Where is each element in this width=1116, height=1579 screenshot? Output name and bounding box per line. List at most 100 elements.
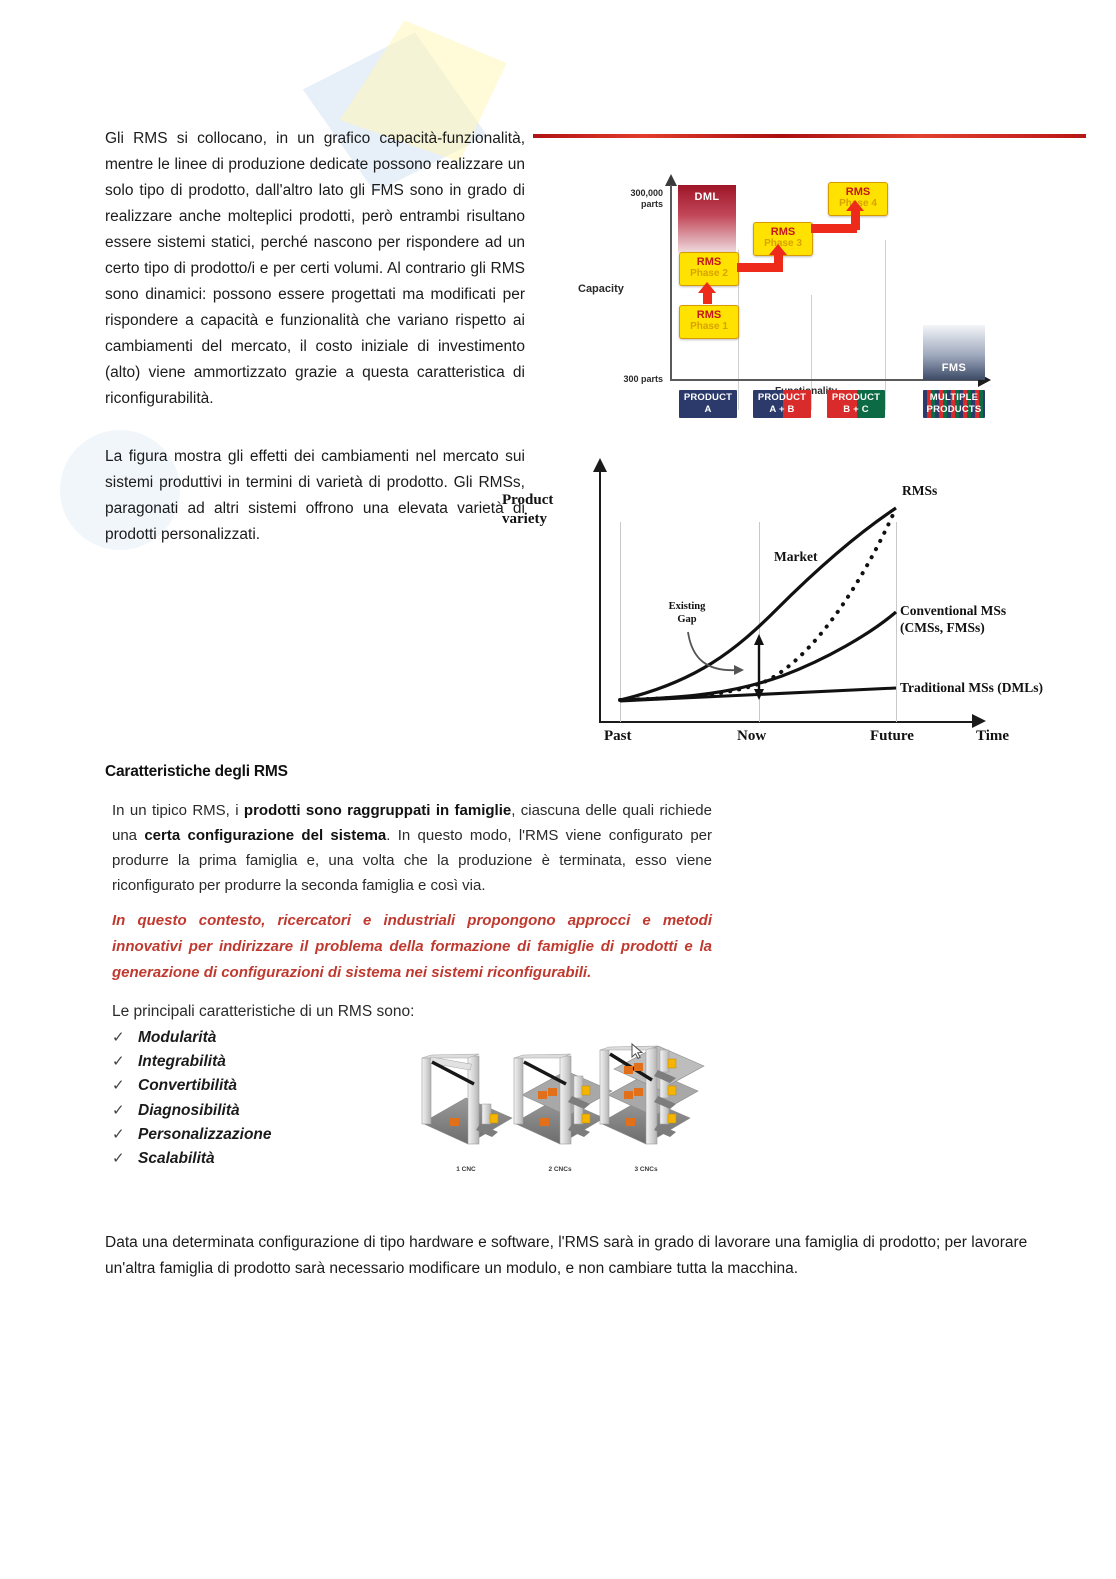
f2-label-rmss: RMSs — [902, 483, 938, 498]
f2-xtick-now: Now — [737, 728, 767, 744]
f2-xtick-past: Past — [604, 728, 632, 744]
f2-label-gap: Gap — [677, 614, 697, 625]
illustration-scalable-cnc: 1 CNC 2 CNCs — [404, 1034, 714, 1204]
check-icon: ✓ — [112, 1029, 125, 1046]
f2-x-axis — [599, 721, 974, 723]
figure-top-rule — [533, 134, 1086, 138]
section-heading-caratteristiche: Caratteristiche degli RMS — [105, 763, 288, 780]
y-tick-top-line2: parts — [640, 199, 663, 209]
grid-line-2 — [811, 295, 812, 410]
body-text-1: In un tipico RMS, i — [112, 802, 244, 819]
f2-x-axis-arrow — [972, 714, 986, 728]
f2-label-conventional-line2: (CMSs, FMSs) — [900, 620, 985, 635]
y-axis — [670, 185, 672, 380]
product-band-a-line1: PRODUCT — [683, 392, 733, 403]
cnc-unit-1 — [421, 1053, 513, 1145]
arrow-phase2-to-3-head — [769, 244, 787, 255]
feature-item-personalizzazione: ✓ Personalizzazione — [112, 1123, 272, 1147]
grid-line-3 — [885, 240, 886, 410]
f2-label-market: Market — [774, 549, 818, 564]
f2-gap-leader — [687, 631, 739, 672]
f2-vline-now — [759, 522, 760, 722]
body-text-2: , ciascuna delle quali richiede una — [112, 802, 712, 844]
mouse-pointer-icon — [631, 1042, 644, 1060]
block-dml-label: DML — [694, 191, 720, 203]
body-bold-2: certa configurazione del sistema — [144, 827, 387, 844]
y-tick-bottom: 300 parts — [623, 374, 663, 384]
check-icon: ✓ — [112, 1053, 125, 1071]
f2-y-axis-title-line1: Product — [502, 492, 554, 508]
check-icon: ✓ — [112, 1150, 125, 1168]
feature-label: Scalabilità — [138, 1150, 215, 1168]
x-axis — [670, 379, 980, 381]
features-list: ✓ Modularità ✓ Integrabilità ✓ Convertib… — [112, 1026, 272, 1171]
f2-y-axis — [599, 470, 601, 722]
f2-gap-leader-head — [734, 665, 744, 675]
product-band-bc-line2: B + C — [843, 404, 869, 415]
f2-label-conventional-line1: Conventional MSs — [900, 603, 1007, 618]
rms-phase-4-title: RMS — [845, 186, 871, 198]
block-dml: DML — [678, 185, 736, 253]
y-tick-top-line1: 300,000 — [630, 188, 663, 198]
product-band-multiple: MULTIPLE PRODUCTS — [923, 390, 985, 418]
cnc-caption-3: 3 CNCs — [634, 1166, 658, 1173]
arrow-phase2-to-3-riser — [774, 254, 783, 268]
block-fms: FMS — [923, 325, 985, 380]
product-band-bc: PRODUCT B + C — [827, 390, 885, 418]
check-icon: ✓ — [112, 1101, 125, 1119]
block-fms-label: FMS — [941, 362, 967, 374]
feature-item-scalabilita: ✓ Scalabilità — [112, 1147, 272, 1171]
paragraph-figure-description: La figura mostra gli effetti dei cambiam… — [105, 448, 525, 543]
f2-curves — [618, 506, 898, 703]
rms-phase-3-box: RMS Phase 3 — [753, 222, 813, 256]
features-list-intro: Le principali caratteristiche di un RMS … — [112, 1003, 415, 1020]
feature-item-modularita: ✓ Modularità — [112, 1026, 272, 1050]
f2-curve-market — [619, 506, 897, 702]
rms-phase-3-phase: Phase 3 — [764, 238, 802, 249]
product-band-bc-line1: PRODUCT — [831, 392, 881, 403]
product-band-multiple-line1: MULTIPLE — [929, 392, 979, 403]
section-body-paragraph: In un tipico RMS, i prodotti sono raggru… — [112, 798, 712, 898]
product-band-a-line2: A — [704, 404, 712, 415]
product-band-ab-line1: PRODUCT — [757, 392, 807, 403]
rms-phase-3-title: RMS — [770, 226, 796, 238]
check-icon: ✓ — [112, 1077, 125, 1095]
product-band-a: PRODUCT A — [679, 390, 737, 418]
feature-item-integrabilita: ✓ Integrabilità — [112, 1050, 272, 1074]
arrow-phase3-to-4-riser — [851, 208, 860, 230]
figure-capacity-functionality: 300,000 parts 300 parts Capacity Functio… — [533, 130, 1086, 425]
feature-item-convertibilita: ✓ Convertibilità — [112, 1074, 272, 1098]
paragraph-rms-intro: Gli RMS si collocano, in un grafico capa… — [105, 130, 525, 407]
f2-vline-future — [896, 522, 897, 722]
feature-label: Integrabilità — [138, 1053, 226, 1071]
rms-phase-1-box: RMS Phase 1 — [679, 305, 739, 339]
arrow-phase3-to-4-stem — [811, 224, 857, 233]
feature-label: Modularità — [138, 1029, 217, 1046]
red-highlight-paragraph: In questo contesto, ricercatori e indust… — [112, 912, 712, 981]
y-axis-arrow — [665, 174, 677, 186]
arrow-phase3-to-4-head — [846, 200, 864, 211]
arrow-phase1-to-2-head — [698, 282, 716, 293]
paragraph-final: Data una determinata configurazione di t… — [105, 1234, 1028, 1277]
arrow-phase2-to-3-stem — [737, 263, 783, 272]
f2-gap-arrow-up — [754, 634, 764, 645]
f2-y-axis-title-line2: variety — [502, 511, 547, 527]
cnc-machines-svg: 1 CNC 2 CNCs — [421, 1042, 705, 1173]
arrow-phase1-to-2-stem — [703, 290, 712, 304]
cnc-caption-1: 1 CNC — [456, 1166, 476, 1173]
f2-label-existing: Existing — [668, 601, 706, 612]
body-bold-1: prodotti sono raggruppati in famiglie — [243, 802, 512, 819]
feature-label: Diagnosibilità — [138, 1101, 240, 1119]
f2-y-axis-arrow — [593, 458, 607, 472]
figure-product-variety-time: Product variety Past Now Future Time Mar… — [492, 444, 1072, 764]
rms-phase-1-title: RMS — [696, 309, 722, 321]
cnc-caption-2: 2 CNCs — [548, 1166, 572, 1173]
rms-phase-1-phase: Phase 1 — [690, 321, 728, 332]
feature-label: Personalizzazione — [138, 1125, 272, 1143]
f2-label-traditional: Traditional MSs (DMLs) — [900, 680, 1044, 695]
cnc-unit-3 — [599, 1045, 705, 1145]
check-icon: ✓ — [112, 1125, 125, 1143]
product-band-ab: PRODUCT A + B — [753, 390, 811, 418]
product-band-ab-line2: A + B — [769, 404, 795, 415]
